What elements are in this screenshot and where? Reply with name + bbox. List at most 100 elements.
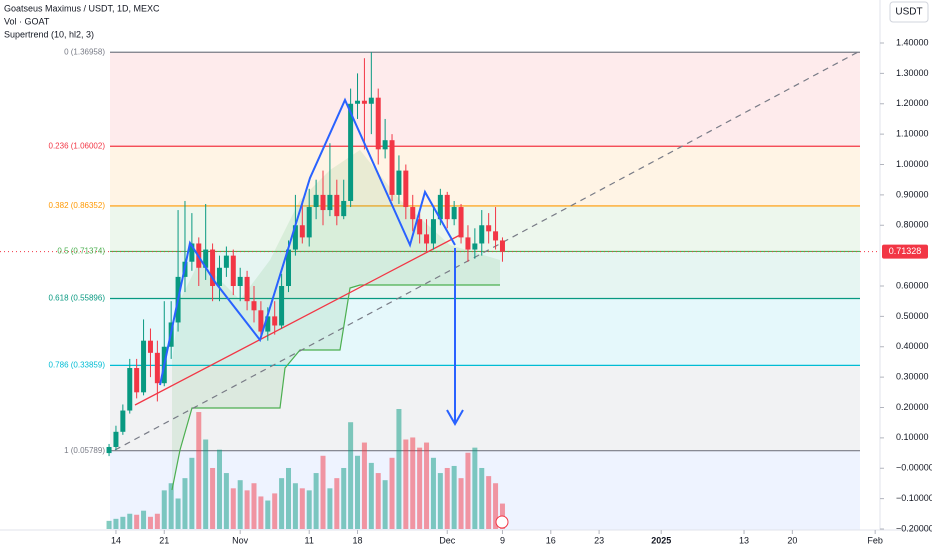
- x-tick-label: 23: [594, 535, 604, 545]
- volume-bar: [251, 483, 257, 529]
- price-axis: [880, 0, 932, 550]
- volume-bar: [210, 467, 216, 529]
- volume-bar: [403, 439, 409, 529]
- y-tick-label: 1.00000: [896, 159, 929, 169]
- candle-body: [244, 276, 250, 302]
- candle-body: [279, 286, 285, 326]
- volume-bar: [265, 500, 271, 529]
- volume-bar: [113, 518, 119, 529]
- x-tick-label: 11: [305, 535, 314, 545]
- y-tick-label: 0.40000: [896, 341, 929, 351]
- y-tick-label: 0.20000: [896, 402, 929, 412]
- x-tick-label: 21: [159, 535, 169, 545]
- fib-label: 0.382 (0.86352): [49, 201, 106, 210]
- volume-bar: [216, 449, 222, 529]
- x-tick-label: 13: [739, 535, 749, 545]
- zigzag: [159, 97, 456, 386]
- candle-body: [127, 368, 133, 411]
- candle-body: [286, 249, 292, 287]
- fib-band: [110, 205, 860, 252]
- volume-bar: [141, 510, 147, 529]
- volume-bar: [451, 465, 457, 529]
- candle-body: [230, 255, 236, 287]
- candle-body: [403, 170, 409, 208]
- volume-bar: [203, 439, 209, 529]
- x-tick-label: 16: [546, 535, 556, 545]
- volume-bar: [334, 478, 340, 529]
- volume-bar: [389, 457, 395, 529]
- candle-body: [382, 140, 388, 150]
- candle-body: [265, 316, 271, 332]
- candle-body: [486, 225, 492, 232]
- y-tick-label: 1.10000: [896, 129, 929, 139]
- candle-body: [306, 207, 312, 238]
- candle-body: [451, 207, 457, 220]
- volume-bar: [299, 488, 305, 529]
- volume-bar: [361, 442, 367, 529]
- volume-bar: [458, 478, 464, 529]
- candle-body: [113, 431, 119, 447]
- volume-bar: [368, 462, 374, 529]
- candle-body: [203, 249, 209, 268]
- indicator-label: Vol · GOAT: [4, 16, 50, 26]
- y-tick-label: 0.30000: [896, 372, 929, 382]
- volume-bar: [424, 442, 430, 529]
- candle-body: [424, 234, 430, 244]
- volume-bar: [355, 455, 361, 529]
- fib-band: [110, 450, 860, 530]
- volume-bar: [479, 467, 485, 529]
- candle-body: [147, 340, 153, 353]
- y-tick-label: −0.00000: [896, 463, 932, 473]
- volume-bar: [444, 467, 450, 529]
- axes: 0 (1.36958) 0.236 (1.06002) 0.382 (0.86352…: [49, 37, 932, 545]
- y-tick-label: 0.80000: [896, 220, 929, 230]
- candle-body: [348, 103, 354, 201]
- currency-button[interactable]: [889, 1, 929, 23]
- volume-bar: [493, 483, 499, 529]
- dashed-trendline: [114, 51, 859, 451]
- volume-bar: [486, 476, 492, 529]
- volume-bar: [154, 513, 160, 529]
- candle-body: [458, 207, 464, 238]
- candle-body: [120, 410, 126, 432]
- candle-body: [472, 243, 478, 250]
- candle-body: [368, 97, 374, 104]
- fib-label: 0.618 (0.55896): [49, 294, 106, 303]
- volume-bar: [306, 490, 312, 529]
- fib-band: [110, 52, 860, 147]
- candle-body: [410, 207, 416, 220]
- y-tick-label: 1.30000: [896, 68, 929, 78]
- x-tick-label: 20: [787, 535, 797, 545]
- volume-bar: [279, 478, 285, 529]
- candle-body: [299, 225, 305, 238]
- candle-body: [361, 100, 367, 104]
- volume-bar: [230, 488, 236, 529]
- volume-bar: [327, 488, 333, 529]
- candle-body: [272, 316, 278, 326]
- fib-band: [110, 146, 860, 206]
- volume-bar: [127, 513, 133, 529]
- volume-bar: [134, 514, 140, 529]
- volume-bar: [182, 478, 188, 529]
- volume-bar: [196, 412, 202, 529]
- candle-body: [375, 97, 381, 150]
- x-tick-label: Nov: [232, 535, 249, 545]
- candle-body: [313, 194, 319, 208]
- candle-body: [499, 240, 505, 252]
- event-icon[interactable]: [495, 515, 509, 529]
- fib-label: 1 (0.05789): [64, 446, 105, 455]
- fib-label: 0.236 (1.06002): [49, 141, 106, 150]
- candle-body: [251, 301, 257, 311]
- volume-bar: [375, 473, 381, 529]
- fib-label: 0.786 (0.33859): [49, 361, 106, 370]
- candle-body: [216, 267, 222, 287]
- candle-body: [210, 249, 216, 287]
- volume-bar: [382, 480, 388, 529]
- volume-bar: [272, 493, 278, 529]
- last-price-tag: [882, 244, 928, 259]
- grid: [0, 51, 880, 452]
- candle-body: [479, 225, 485, 244]
- chart-title: Goatseus Maximus / USDT, 1D, MEXC: [4, 3, 160, 13]
- candle-body: [465, 237, 471, 250]
- volume-bar: [223, 473, 229, 529]
